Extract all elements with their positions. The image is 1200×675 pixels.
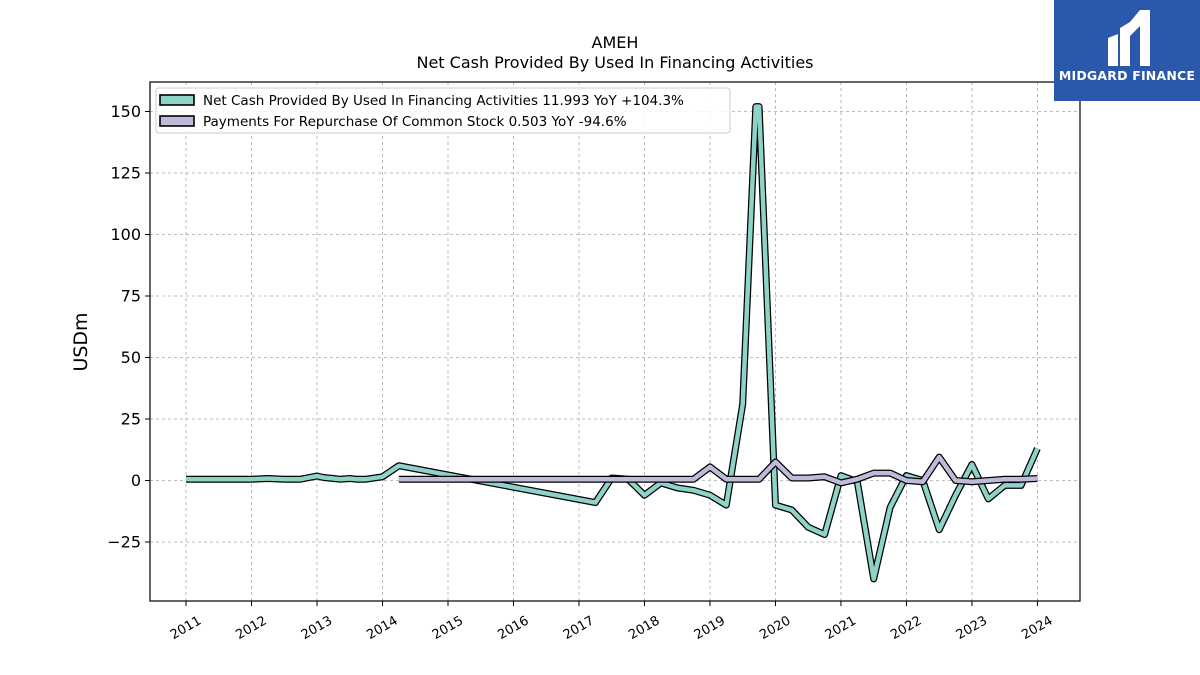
legend-entry-1: Payments For Repurchase Of Common Stock … [203, 114, 627, 130]
y-tick-label: 150 [110, 102, 141, 121]
legend-swatch-0 [159, 94, 195, 106]
x-tick-label: 2012 [233, 613, 269, 643]
y-tick-label: 125 [110, 164, 141, 183]
y-tick-label: 100 [110, 225, 141, 244]
x-tick-label: 2013 [299, 613, 335, 643]
x-tick-label: 2018 [626, 613, 662, 643]
legend-entry-0: Net Cash Provided By Used In Financing A… [203, 93, 684, 109]
x-tick-label: 2024 [1019, 613, 1055, 643]
axes: 2011 2012 2013 2014 2015 2016 2017 2018 2019 2020… [107, 102, 1055, 643]
x-tick-label: 2022 [888, 613, 924, 643]
x-tick-label: 2011 [168, 613, 204, 643]
x-tick-label: 2023 [954, 613, 990, 643]
plot-frame [149, 81, 1081, 602]
legend: Net Cash Provided By Used In Financing A… [155, 87, 731, 134]
y-tick-label: −25 [107, 532, 141, 551]
chart-subtitle: Net Cash Provided By Used In Financing A… [416, 53, 813, 72]
legend-box [155, 87, 731, 134]
y-axis-label: USDm [70, 312, 92, 371]
x-tick-label: 2017 [561, 613, 597, 643]
logo-brand-text: MIDGARD FINANCE [1058, 68, 1196, 83]
y-tick-label: 0 [131, 471, 141, 490]
y-tick-label: 25 [121, 409, 141, 428]
series-lines [186, 103, 1041, 583]
midgard-logo-icon [1108, 10, 1150, 66]
series-1-line [398, 454, 1038, 486]
midgard-logo: MIDGARD FINANCE [1054, 0, 1200, 101]
x-tick-label: 2016 [495, 613, 531, 643]
x-tick-label: 2021 [823, 613, 859, 643]
y-tick-label: 50 [121, 348, 141, 367]
x-tick-label: 2015 [430, 613, 466, 643]
grid [150, 82, 1080, 601]
x-tick-label: 2019 [692, 613, 728, 643]
chart-title: AMEH [592, 33, 639, 52]
y-tick-label: 75 [121, 286, 141, 305]
series-0-line [186, 104, 1040, 582]
legend-swatch-1 [159, 115, 195, 127]
series-0-outline [186, 103, 1041, 583]
x-tick-label: 2014 [364, 613, 400, 643]
x-tick-label: 2020 [757, 613, 793, 643]
